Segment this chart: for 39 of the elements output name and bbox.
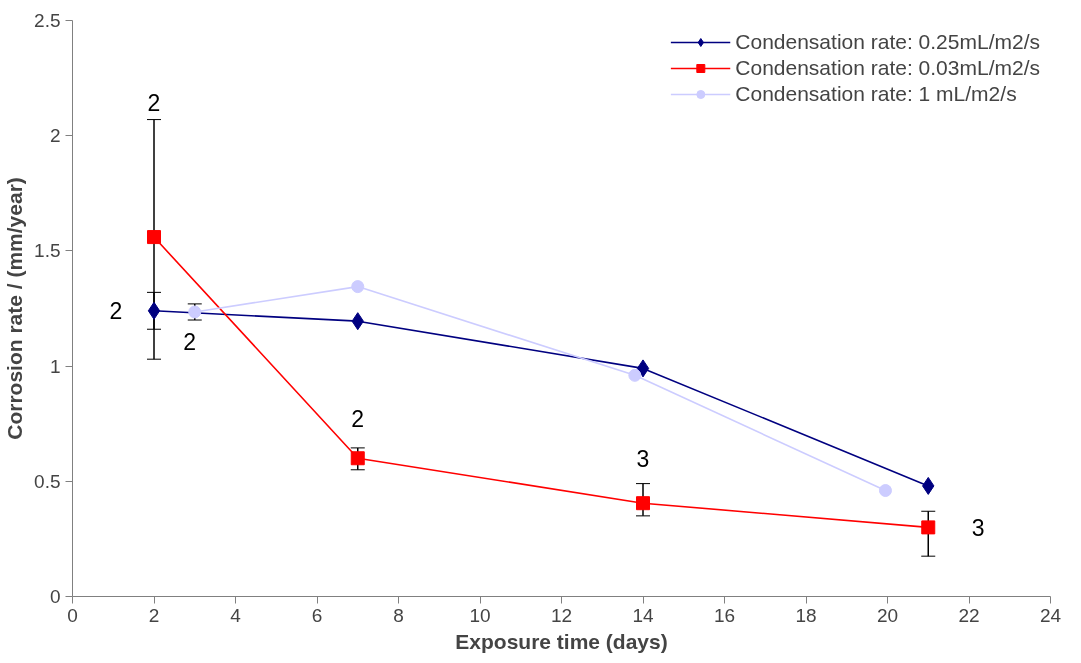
x-tick-label: 20	[876, 604, 899, 626]
annotation: 3	[971, 514, 985, 541]
annotation: 2	[147, 89, 161, 116]
point	[878, 484, 892, 497]
y-tick-label: 1	[49, 355, 61, 377]
point	[147, 301, 161, 320]
point	[921, 520, 936, 535]
x-tick-label: 4	[230, 604, 242, 626]
point	[628, 368, 642, 382]
point	[147, 230, 161, 245]
x-tick-label: 10	[469, 604, 491, 626]
annotation: 2	[109, 298, 123, 325]
x-tick-label: 6	[311, 604, 323, 626]
x-tick-label: 24	[1039, 604, 1062, 626]
x-tick-label: 12	[550, 604, 573, 626]
x-tick-label: 18	[795, 604, 817, 626]
x-tick-label: 2	[148, 604, 160, 626]
point	[351, 280, 365, 294]
x-tick-label: 22	[958, 604, 980, 626]
x-axis-title: Exposure time (days)	[455, 629, 668, 653]
x-tick-label: 14	[632, 604, 654, 626]
point	[350, 451, 365, 466]
x-tick-label: 16	[713, 604, 736, 626]
y-tick-label: 0	[49, 586, 61, 607]
annotation: 2	[351, 405, 365, 432]
annotation: 3	[636, 445, 650, 472]
y-tick-label: 2.5	[34, 10, 61, 31]
x-tick-label: 8	[393, 604, 404, 626]
x-tick-label: 0	[67, 604, 78, 626]
legend-label: Condensation rate: 1 mL/m2/s	[735, 82, 1017, 106]
y-tick-label: 0.5	[34, 470, 61, 492]
y-tick-label: 2	[49, 125, 61, 147]
point	[636, 359, 650, 378]
legend-label: Condensation rate: 0.25mL/m2/s	[735, 30, 1040, 54]
y-axis-title: Corrosion rate / (mm/year)	[3, 177, 27, 440]
legend-label: Condensation rate: 0.03mL/m2/s	[735, 56, 1040, 80]
annotation: 2	[183, 329, 197, 356]
point	[636, 496, 650, 511]
y-tick-label: 1.5	[34, 240, 61, 262]
